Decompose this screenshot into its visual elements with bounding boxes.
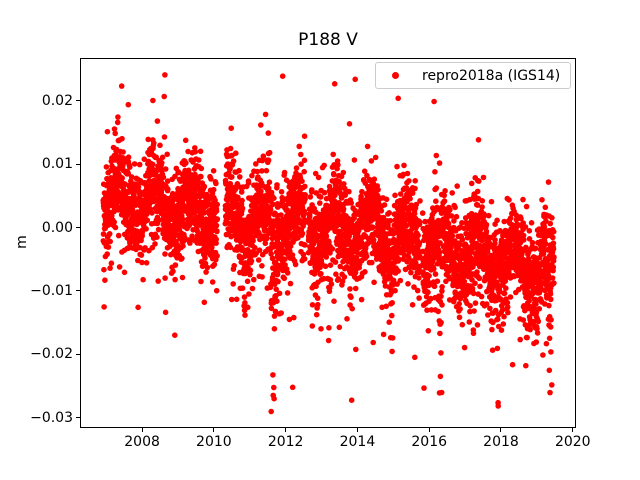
x-tick-mark: [356, 428, 358, 432]
y-tick-label: −0.02: [30, 346, 73, 363]
x-tick-mark: [572, 428, 574, 432]
x-tick-label: 2018: [483, 434, 519, 450]
plot-title: P188 V: [298, 30, 358, 50]
legend-label: repro2018a (IGS14): [422, 67, 561, 84]
y-tick-label: 0.02: [41, 92, 73, 109]
y-tick-mark: [76, 417, 80, 419]
y-tick-mark: [76, 163, 80, 165]
y-tick-mark: [76, 290, 80, 292]
plot-area: [100, 72, 557, 415]
y-tick-label: −0.03: [30, 409, 73, 426]
y-tick-mark: [76, 353, 80, 355]
legend-marker-dot: [392, 72, 399, 79]
x-tick-label: 2020: [554, 434, 591, 450]
y-tick-label: 0.01: [41, 156, 73, 173]
y-tick-label: −0.01: [30, 282, 73, 299]
x-tick-mark: [213, 428, 215, 432]
y-tick-mark: [76, 100, 80, 102]
x-tick-label: 2012: [267, 434, 304, 450]
x-tick-label: 2008: [124, 434, 160, 450]
x-tick-mark: [500, 428, 502, 432]
x-tick-mark: [285, 428, 287, 432]
scatter-series: [100, 72, 557, 415]
x-tick-mark: [428, 428, 430, 432]
x-tick-label: 2014: [339, 434, 376, 450]
legend: repro2018a (IGS14): [375, 62, 571, 89]
x-tick-mark: [141, 428, 143, 432]
y-tick-mark: [76, 227, 80, 228]
x-tick-label: 2016: [411, 434, 448, 450]
x-tick-label: 2010: [196, 434, 232, 450]
y-tick-label: 0.00: [41, 219, 73, 236]
